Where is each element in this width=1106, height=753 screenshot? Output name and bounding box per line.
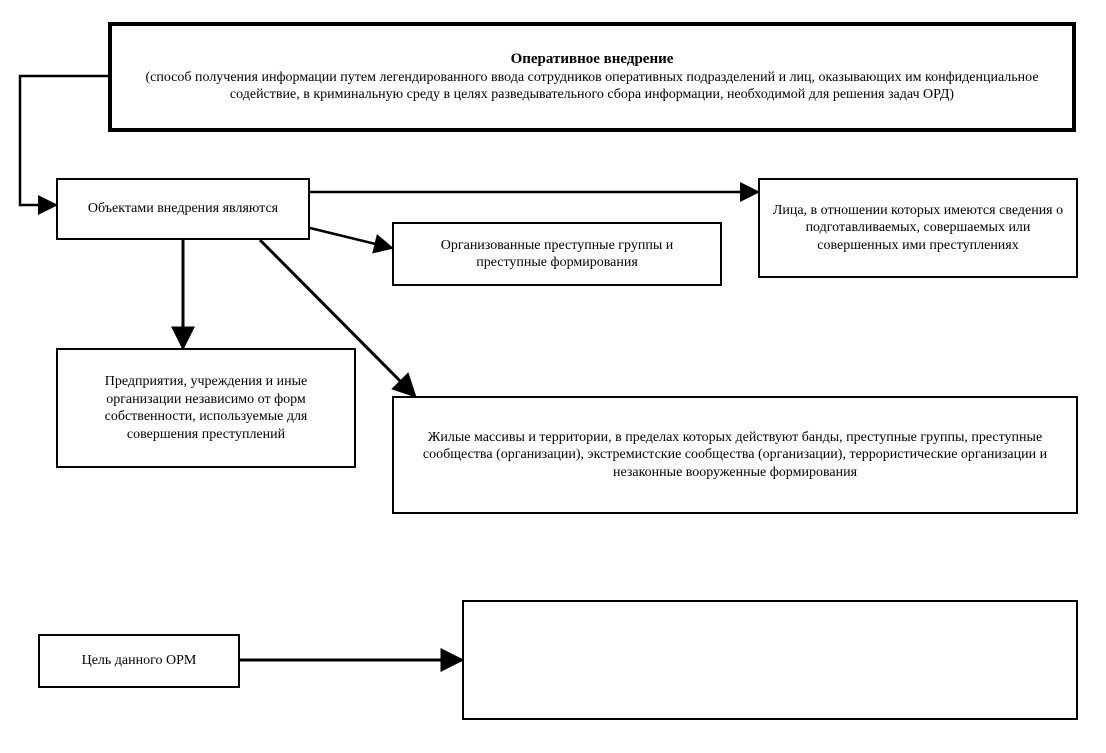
node-groups: Организованные преступные группы и прест… — [392, 222, 722, 286]
node-persons-body: Лица, в отношении которых имеются сведен… — [770, 202, 1066, 255]
node-territories: Жилые массивы и территории, в пределах к… — [392, 396, 1078, 514]
node-root: Оперативное внедрение (способ получения … — [108, 22, 1076, 132]
node-root-title: Оперативное внедрение — [511, 50, 674, 69]
node-persons: Лица, в отношении которых имеются сведен… — [758, 178, 1078, 278]
node-goal-body: Разведывательный сбор информации о прест… — [462, 600, 1078, 720]
node-objects: Объектами внедрения являются — [56, 178, 310, 240]
node-enterprises-body: Предприятия, учреждения и иные организац… — [68, 373, 344, 443]
node-root-body: (способ получения информации путем леген… — [122, 69, 1062, 104]
node-territories-body: Жилые массивы и территории, в пределах к… — [404, 429, 1066, 482]
node-objects-body: Объектами внедрения являются — [88, 200, 278, 218]
diagram-canvas: Оперативное внедрение (способ получения … — [0, 0, 1106, 753]
edge-e_objects_groups — [310, 228, 392, 248]
node-goal-label: Цель данного ОРМ — [38, 634, 240, 688]
node-enterprises: Предприятия, учреждения и иные организац… — [56, 348, 356, 468]
node-goal-label-body: Цель данного ОРМ — [82, 652, 197, 670]
node-groups-body: Организованные преступные группы и прест… — [404, 237, 710, 272]
